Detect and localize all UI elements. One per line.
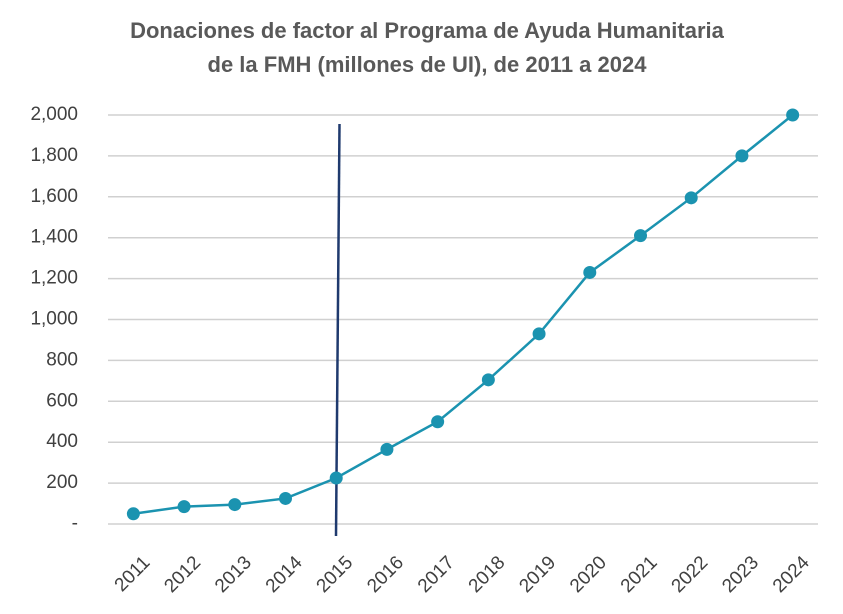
data-point [481,373,495,387]
x-tick-label: 2023 [718,552,763,597]
y-tick-label: 200 [46,472,78,493]
x-tick-label: 2017 [414,552,459,597]
chart-title: Donaciones de factor al Programa de Ayud… [130,18,725,43]
data-point [583,265,597,279]
data-point [279,491,292,505]
data-point [126,507,140,521]
x-tick-label: 2024 [769,552,814,597]
data-point [532,327,546,341]
y-tick-label: 1,000 [30,309,78,330]
x-tick-label: 2015 [313,552,358,597]
data-point [177,500,191,514]
reference-line [334,123,341,537]
data-point [684,191,698,205]
chart-title: de la FMH (millones de UI), de 2011 a 20… [208,52,648,77]
y-tick-label: 600 [46,390,78,411]
x-tick-label: 2016 [363,552,408,597]
y-tick-label: 2,000 [30,104,78,125]
data-point [431,415,445,429]
data-point [228,498,242,512]
data-line [133,114,794,516]
x-tick-label: 2011 [111,552,155,596]
x-tick-label: 2018 [465,552,510,597]
x-tick-label: 2013 [211,552,256,597]
x-tick-label: 2019 [515,552,560,597]
y-tick-label: 1,800 [30,145,78,166]
x-tick-label: 2021 [617,552,662,597]
y-tick-label: 1,200 [30,268,78,289]
x-tick-label: 2012 [160,552,205,597]
y-tick-label: 400 [46,431,78,452]
data-point [329,471,343,485]
y-tick-label: 800 [46,349,78,370]
data-point [786,108,800,122]
y-tick-label: 1,600 [30,186,78,207]
x-tick-label: 2014 [262,552,307,597]
x-tick-label: 2022 [668,552,713,597]
data-point [735,149,749,163]
data-point [380,442,394,456]
data-point [634,229,647,243]
y-tick-label: 1,400 [30,227,78,248]
y-tick-label: - [72,513,78,534]
x-tick-label: 2020 [566,552,611,597]
